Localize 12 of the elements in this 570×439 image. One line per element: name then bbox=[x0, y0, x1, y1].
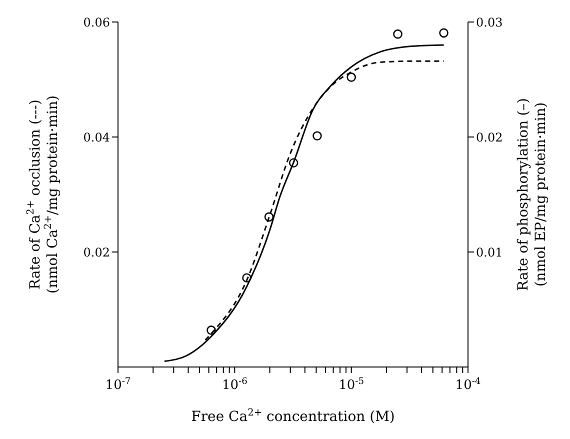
x-tick-label: 10$^{-4}$ bbox=[455, 377, 481, 393]
x-axis-title: Free Ca$^{2+}$ concentration (M) bbox=[191, 407, 395, 425]
y-tick-label: 0.02 bbox=[83, 245, 110, 260]
x-tick-label: 10$^{-6}$ bbox=[222, 377, 248, 393]
y2-tick-label: 0.03 bbox=[476, 15, 503, 30]
y-tick-label: 0.06 bbox=[83, 15, 110, 30]
x-tick-label: 10$^{-5}$ bbox=[338, 377, 364, 393]
y2-tick-label: 0.01 bbox=[476, 245, 503, 260]
x-tick-label: 10$^{-7}$ bbox=[105, 377, 131, 393]
y-tick-label: 0.04 bbox=[83, 130, 110, 144]
y2-axis-title: Rate of phosphorylation (–) (nmol EP/mg protein·min) bbox=[515, 98, 549, 291]
y2-tick-label: 0.02 bbox=[476, 130, 503, 144]
